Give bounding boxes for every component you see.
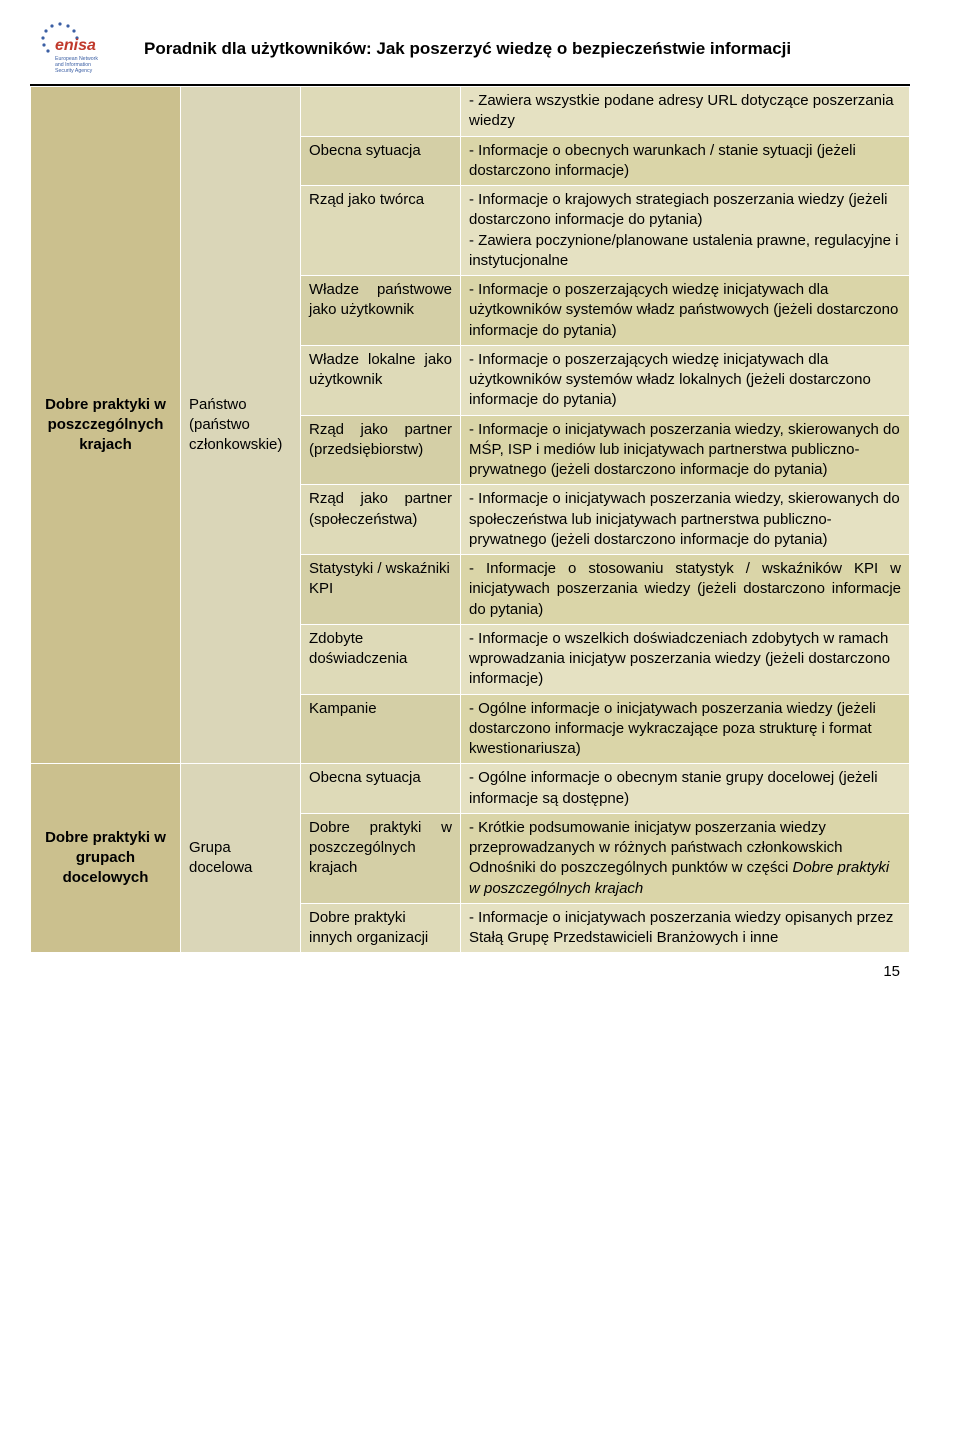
- subtopic-cell: Zdobyte doświadczenia: [301, 624, 461, 694]
- description-cell: - Informacje o wszelkich doświadczeniach…: [461, 624, 910, 694]
- description-cell: - Informacje o inicjatywach poszerzania …: [461, 415, 910, 485]
- page-title: Poradnik dla użytkowników: Jak poszerzyć…: [144, 39, 791, 59]
- description-cell: - Informacje o inicjatywach poszerzania …: [461, 903, 910, 953]
- subtopic-cell: [301, 87, 461, 137]
- section-label: Dobre praktyki w poszczególnych krajach: [31, 87, 181, 764]
- subtopic-cell: Władze lokalne jako użytkownik: [301, 345, 461, 415]
- subtopic-cell: Dobre praktyki w poszczególnych krajach: [301, 813, 461, 903]
- description-cell: - Informacje o stosowaniu statystyk / ws…: [461, 555, 910, 625]
- description-cell: - Ogólne informacje o inicjatywach posze…: [461, 694, 910, 764]
- description-cell: - Informacje o inicjatywach poszerzania …: [461, 485, 910, 555]
- description-cell: - Ogólne informacje o obecnym stanie gru…: [461, 764, 910, 814]
- description-cell: - Informacje o poszerzających wiedzę ini…: [461, 276, 910, 346]
- subtopic-cell: Rząd jako partner (przedsiębiorstw): [301, 415, 461, 485]
- description-cell: - Krótkie podsumowanie inicjatyw poszerz…: [461, 813, 910, 903]
- subtopic-cell: Rząd jako twórca: [301, 186, 461, 276]
- subtopic-cell: Dobre praktyki innych organizacji: [301, 903, 461, 953]
- section-label: Dobre praktyki w grupach docelowych: [31, 764, 181, 953]
- description-cell: - Zawiera wszystkie podane adresy URL do…: [461, 87, 910, 137]
- svg-text:enisa: enisa: [55, 37, 96, 54]
- subtopic-cell: Rząd jako partner (społeczeństwa): [301, 485, 461, 555]
- enisa-logo: enisa European Network and Information S…: [30, 20, 130, 78]
- group-label: Państwo (państwo członkowskie): [181, 87, 301, 764]
- page-header: enisa European Network and Information S…: [30, 20, 910, 86]
- page-number: 15: [30, 963, 910, 980]
- subtopic-cell: Statystyki / wskaźniki KPI: [301, 555, 461, 625]
- subtopic-cell: Kampanie: [301, 694, 461, 764]
- description-cell: - Informacje o poszerzających wiedzę ini…: [461, 345, 910, 415]
- subtopic-cell: Władze państwowe jako użytkownik: [301, 276, 461, 346]
- group-label: Grupa docelowa: [181, 764, 301, 953]
- subtopic-cell: Obecna sytuacja: [301, 136, 461, 186]
- svg-text:Security Agency: Security Agency: [55, 68, 93, 74]
- subtopic-cell: Obecna sytuacja: [301, 764, 461, 814]
- description-cell: - Informacje o obecnych warunkach / stan…: [461, 136, 910, 186]
- description-cell: - Informacje o krajowych strategiach pos…: [461, 186, 910, 276]
- practices-table: Dobre praktyki w poszczególnych krajachP…: [30, 86, 910, 953]
